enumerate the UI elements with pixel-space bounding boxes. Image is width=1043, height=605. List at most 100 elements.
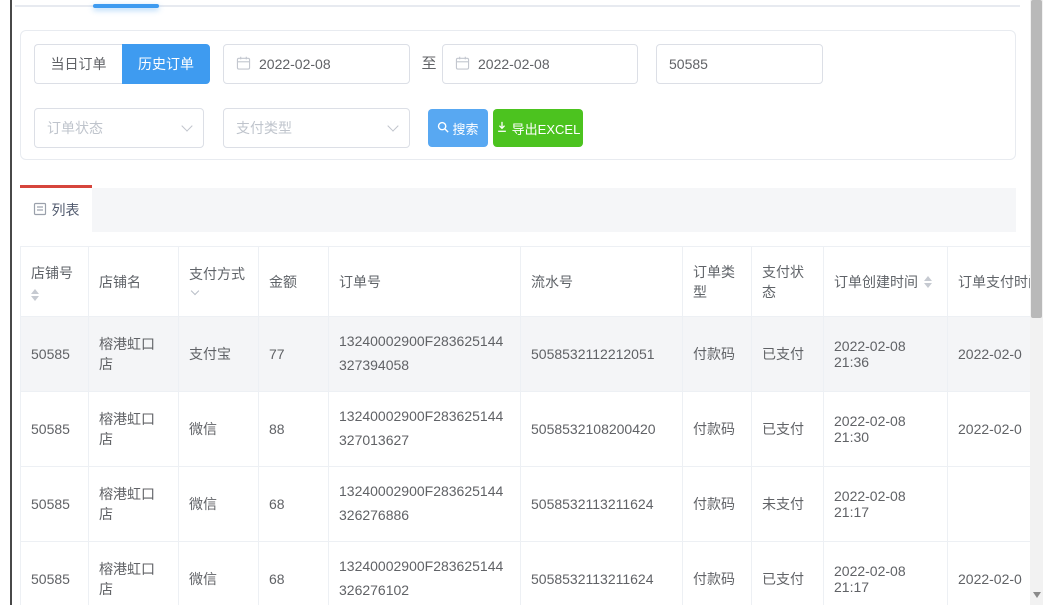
cell-paid-time: 2022-02-0 (947, 541, 1043, 605)
col-header-order-no: 订单号 (328, 246, 521, 317)
table-header-row: 店铺号 店铺名 支付方式 金额 订单号 流水号 (20, 246, 1043, 317)
filter-panel: 当日订单 历史订单 2022-02-08 至 20 (20, 30, 1016, 160)
pay-type-placeholder: 支付类型 (236, 120, 292, 136)
col-header-created-time[interactable]: 订单创建时间 (823, 246, 948, 317)
search-icon (437, 121, 450, 136)
cell-shop-no: 50585 (20, 466, 89, 542)
today-orders-button[interactable]: 当日订单 (34, 44, 122, 84)
cell-pay-status: 已支付 (751, 316, 824, 392)
search-button[interactable]: 搜索 (428, 109, 488, 147)
col-label: 订单类型 (693, 263, 735, 300)
list-icon (33, 202, 47, 219)
cell-amount: 88 (258, 391, 329, 467)
filter-chevron-icon[interactable] (190, 286, 200, 295)
col-label: 金额 (269, 273, 297, 290)
history-orders-button[interactable]: 历史订单 (122, 44, 210, 84)
col-label: 订单号 (339, 273, 381, 290)
cell-paid-time: 2022-02-0 (947, 391, 1043, 467)
cell-created-time: 2022-02-08 21:17 (823, 466, 948, 542)
table-row[interactable]: 50585 榕港虹口店 微信 88 13240002900F2836251443… (20, 391, 1043, 467)
col-label: 店铺名 (99, 273, 141, 290)
col-header-pay-status: 支付状态 (751, 246, 824, 317)
date-to-input[interactable]: 2022-02-08 (442, 44, 638, 84)
cell-shop-name: 榕港虹口店 (88, 391, 179, 467)
cell-created-time: 2022-02-08 21:17 (823, 541, 948, 605)
date-to-value: 2022-02-08 (478, 56, 550, 72)
vertical-scrollbar[interactable] (1030, 0, 1043, 605)
shop-number-input[interactable] (656, 44, 823, 84)
date-range-separator: 至 (421, 55, 437, 72)
orders-table: 店铺号 店铺名 支付方式 金额 订单号 流水号 (20, 246, 1043, 605)
pay-type-select[interactable]: 支付类型 (223, 108, 410, 148)
list-tabbar: 列表 (20, 185, 1016, 232)
cell-shop-name: 榕港虹口店 (88, 541, 179, 605)
order-scope-button-group: 当日订单 历史订单 (34, 44, 210, 84)
date-from-value: 2022-02-08 (259, 56, 331, 72)
cell-created-time: 2022-02-08 21:36 (823, 316, 948, 392)
col-label: 流水号 (531, 273, 573, 290)
col-header-order-type: 订单类型 (682, 246, 752, 317)
cell-pay-method: 支付宝 (178, 316, 259, 392)
cell-pay-status: 未支付 (751, 466, 824, 542)
chevron-down-icon (387, 120, 399, 132)
calendar-icon (455, 56, 470, 73)
left-panel-divider (10, 0, 12, 605)
cell-order-type: 付款码 (682, 466, 752, 542)
cell-order-no: 13240002900F283625144326276886 (328, 466, 521, 542)
cell-amount: 77 (258, 316, 329, 392)
col-label: 支付状态 (762, 263, 804, 300)
table-row[interactable]: 50585 榕港虹口店 支付宝 77 13240002900F283625144… (20, 316, 1043, 392)
table-row[interactable]: 50585 榕港虹口店 微信 68 13240002900F2836251443… (20, 541, 1043, 605)
cell-shop-name: 榕港虹口店 (88, 316, 179, 392)
scrollbar-down-arrow[interactable] (1033, 592, 1041, 598)
table-row[interactable]: 50585 榕港虹口店 微信 68 13240002900F2836251443… (20, 466, 1043, 542)
cell-order-type: 付款码 (682, 391, 752, 467)
cell-pay-status: 已支付 (751, 391, 824, 467)
sort-caret-icon[interactable] (924, 275, 932, 288)
col-header-amount: 金额 (258, 246, 329, 317)
export-button-label: 导出EXCEL (511, 121, 581, 137)
col-label: 支付方式 (189, 265, 245, 282)
order-status-placeholder: 订单状态 (47, 120, 103, 136)
scrollbar-thumb[interactable] (1031, 0, 1042, 318)
cell-shop-no: 50585 (20, 316, 89, 392)
sort-caret-icon[interactable] (31, 288, 78, 301)
cell-created-time: 2022-02-08 21:30 (823, 391, 948, 467)
cell-shop-name: 榕港虹口店 (88, 466, 179, 542)
cell-serial-no: 5058532112212051 (520, 316, 683, 392)
export-excel-button[interactable]: 导出EXCEL (493, 109, 583, 147)
cell-order-no: 13240002900F283625144327394058 (328, 316, 521, 392)
active-tab-indicator (93, 4, 159, 8)
download-icon (496, 121, 508, 136)
tab-list-label: 列表 (51, 202, 80, 218)
date-from-input[interactable]: 2022-02-08 (223, 44, 410, 84)
cell-amount: 68 (258, 466, 329, 542)
cell-shop-no: 50585 (20, 541, 89, 605)
cell-serial-no: 5058532108200420 (520, 391, 683, 467)
col-header-paid-time: 订单支付时间 (947, 246, 1043, 317)
cell-serial-no: 5058532113211624 (520, 466, 683, 542)
cell-order-type: 付款码 (682, 316, 752, 392)
cell-amount: 68 (258, 541, 329, 605)
cell-pay-method: 微信 (178, 466, 259, 542)
cell-pay-method: 微信 (178, 391, 259, 467)
cell-order-no: 13240002900F283625144326276102 (328, 541, 521, 605)
order-status-select[interactable]: 订单状态 (34, 108, 204, 148)
col-header-shop-no[interactable]: 店铺号 (20, 246, 89, 317)
col-header-pay-method[interactable]: 支付方式 (178, 246, 259, 317)
col-label: 订单支付时间 (958, 273, 1042, 290)
cell-serial-no: 5058532113211624 (520, 541, 683, 605)
cell-pay-method: 微信 (178, 541, 259, 605)
cell-order-no: 13240002900F283625144327013627 (328, 391, 521, 467)
chevron-down-icon (181, 120, 193, 132)
cell-paid-time (947, 466, 1043, 542)
cell-pay-status: 已支付 (751, 541, 824, 605)
tab-list[interactable]: 列表 (20, 185, 92, 232)
cell-order-type: 付款码 (682, 541, 752, 605)
col-header-serial-no: 流水号 (520, 246, 683, 317)
calendar-icon (236, 56, 251, 73)
col-label: 订单创建时间 (834, 273, 918, 290)
search-button-label: 搜索 (452, 121, 479, 137)
top-tabs-underline (15, 5, 1020, 7)
